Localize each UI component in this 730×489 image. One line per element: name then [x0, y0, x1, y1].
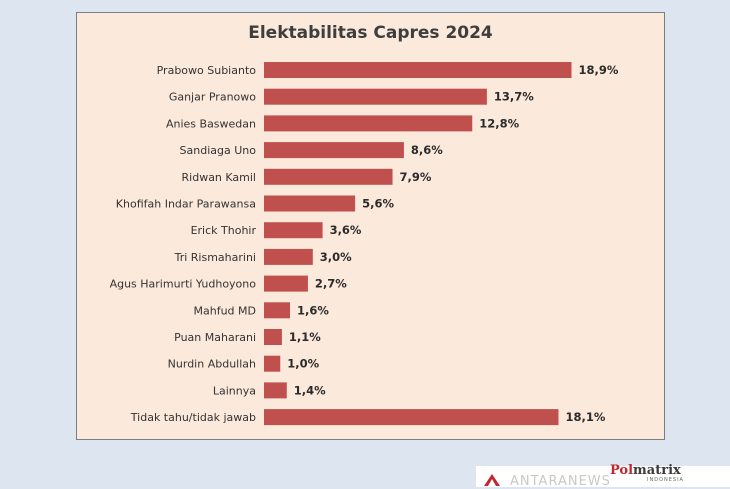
footer-strip: [476, 466, 730, 487]
chart-title: Elektabilitas Capres 2024: [248, 23, 493, 43]
bar: [264, 275, 308, 292]
value-label: 3,0%: [320, 250, 352, 264]
value-label: 3,6%: [330, 223, 362, 237]
value-label: 18,9%: [579, 63, 619, 77]
bar: [264, 62, 572, 78]
value-label: 1,0%: [287, 357, 319, 371]
category-label: Tidak tahu/tidak jawab: [130, 411, 256, 424]
category-label: Erick Thohir: [191, 224, 257, 237]
chart-panel: Elektabilitas Capres 2024 Prabowo Subian…: [76, 12, 665, 440]
category-label: Lainnya: [213, 384, 256, 397]
polmatrix-sub: INDONESIA: [647, 477, 684, 483]
watermark-text: ANTARANEWS: [510, 474, 611, 489]
bar: [264, 222, 323, 239]
value-label: 7,9%: [400, 170, 432, 184]
bar: [264, 355, 281, 372]
category-label: Mahfud MD: [194, 304, 257, 317]
antara-logo-icon: [484, 474, 500, 486]
bar: [264, 302, 291, 319]
category-label: Khofifah Indar Parawansa: [116, 198, 256, 211]
value-label: 5,6%: [362, 197, 394, 211]
bar: [264, 329, 282, 345]
category-label: Agus Harimurti Yudhoyono: [110, 278, 257, 291]
category-label: Sandiaga Uno: [180, 144, 257, 157]
value-label: 13,7%: [494, 90, 534, 104]
category-label: Ridwan Kamil: [182, 171, 256, 184]
value-label: 8,6%: [411, 143, 443, 157]
value-label: 1,4%: [294, 383, 326, 397]
bar: [264, 382, 287, 399]
bar: [264, 88, 487, 105]
bar: [264, 115, 473, 132]
polmatrix-logo: Polmatrix: [610, 463, 681, 478]
category-label: Anies Baswedan: [166, 117, 256, 130]
bar: [264, 195, 356, 212]
bar: [264, 168, 393, 185]
bar: [264, 248, 313, 265]
bar-chart: Prabowo Subianto 18,9% Ganjar Pranowo 13,7%…: [110, 62, 619, 426]
value-label: 12,8%: [479, 116, 519, 130]
category-label: Puan Maharani: [174, 331, 256, 344]
value-label: 2,7%: [315, 277, 347, 291]
category-label: Ganjar Pranowo: [169, 91, 256, 104]
logo-rest: matrix: [633, 463, 681, 478]
category-label: Nurdin Abdullah: [168, 358, 256, 371]
logo-accent: Pol: [610, 463, 634, 478]
value-label: 1,6%: [297, 303, 329, 317]
bar: [264, 142, 404, 159]
value-label: 18,1%: [565, 410, 605, 424]
bar: [264, 409, 559, 426]
value-label: 1,1%: [289, 330, 321, 344]
category-label: Tri Rismaharini: [174, 251, 256, 264]
category-label: Prabowo Subianto: [157, 64, 257, 77]
